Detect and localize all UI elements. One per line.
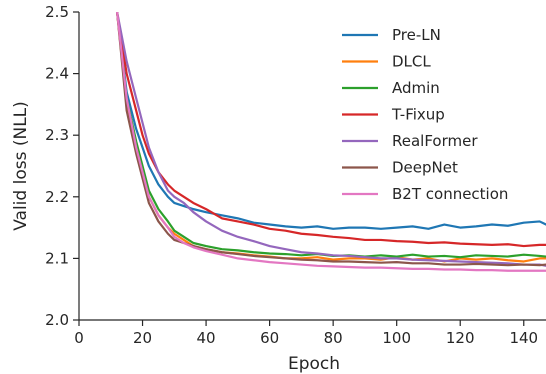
legend-label-admin: Admin: [392, 79, 440, 97]
series-line-realformer: [116, 12, 546, 267]
y-tick-label: 2.2: [45, 188, 69, 206]
x-tick-label: 100: [382, 329, 411, 347]
y-tick-label: 2.4: [45, 65, 69, 83]
series-line-pre-ln: [116, 12, 546, 230]
ticks-layer: 0 20 40 60 80 100 120 140 2.0 2.1 2.2 2.3 2.4 2.5: [45, 3, 538, 347]
series-line-deepnet: [116, 12, 546, 267]
y-axis-label: Valid loss (NLL): [11, 101, 31, 231]
legend-label-dlcl: DLCL: [392, 53, 431, 71]
legend-label-realformer: RealFormer: [392, 132, 478, 150]
series-line-dlcl: [116, 12, 546, 263]
axes-layer: [78, 12, 546, 321]
series-line-b2t-connection: [116, 12, 546, 272]
legend-label-pre-ln: Pre-LN: [392, 26, 441, 44]
x-tick-label: 80: [324, 329, 343, 347]
y-tick-label: 2.1: [45, 249, 69, 267]
x-tick-label: 120: [446, 329, 475, 347]
series-layer: [116, 12, 546, 272]
legend: Pre-LN DLCL Admin T-Fixup RealFormer DeepNet B…: [342, 26, 508, 203]
series-line-admin: [116, 12, 546, 259]
x-tick-label: 140: [509, 329, 538, 347]
legend-label-t-fixup: T-Fixup: [391, 106, 445, 124]
y-tick-label: 2.0: [45, 311, 69, 329]
y-tick-label: 2.5: [45, 3, 69, 21]
legend-label-b2t-connection: B2T connection: [392, 185, 508, 203]
x-tick-label: 20: [133, 329, 152, 347]
x-axis-label: Epoch: [288, 354, 340, 374]
series-line-t-fixup: [116, 12, 546, 248]
x-tick-label: 0: [74, 329, 84, 347]
x-tick-label: 60: [260, 329, 279, 347]
x-tick-label: 40: [197, 329, 216, 347]
legend-label-deepnet: DeepNet: [392, 159, 458, 177]
y-tick-label: 2.3: [45, 126, 69, 144]
